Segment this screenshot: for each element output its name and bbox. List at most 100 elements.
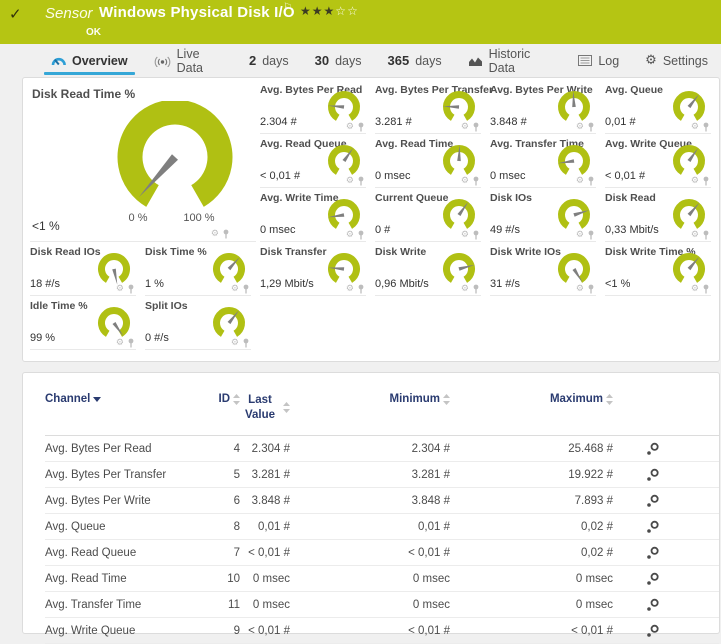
gauge-label: Avg. Queue: [605, 84, 663, 96]
gauge-gear-icon[interactable]: ⚙: [230, 283, 239, 294]
channel-settings-icon[interactable]: [646, 624, 660, 638]
column-header-id[interactable]: ID: [195, 393, 240, 405]
tab-log[interactable]: Log: [565, 44, 632, 77]
gauge-gear-icon[interactable]: ⚙: [345, 229, 354, 240]
gauge-pin-icon[interactable]: [702, 122, 710, 132]
gauge-pin-icon[interactable]: [357, 122, 365, 132]
gauge-dial: [324, 252, 364, 287]
tab-number: 30: [314, 53, 330, 68]
gauge-gear-icon[interactable]: ⚙: [345, 283, 354, 294]
star-empty-icon[interactable]: ☆: [335, 4, 348, 18]
gauge-gear-icon[interactable]: ⚙: [210, 228, 219, 239]
gauge-gear-icon[interactable]: ⚙: [115, 337, 124, 348]
column-header-maximum[interactable]: Maximum: [450, 393, 613, 405]
last-value-cell: 3.281 #: [251, 468, 290, 481]
actions-cell: [613, 494, 693, 508]
gauge-pin-icon[interactable]: [587, 176, 595, 186]
gauge-gear-icon[interactable]: ⚙: [460, 283, 469, 294]
gauge-gear-icon[interactable]: ⚙: [345, 175, 354, 186]
gauge-pin-icon[interactable]: [357, 176, 365, 186]
gauge-gear-icon[interactable]: ⚙: [575, 229, 584, 240]
gauge-pin-icon[interactable]: [702, 176, 710, 186]
priority-stars[interactable]: ★★★☆☆: [300, 4, 359, 18]
gauge-pin-icon[interactable]: [472, 284, 480, 294]
gauge-tile: Avg. Write Queue < 0,01 # ⚙: [605, 137, 711, 188]
star-filled-icon[interactable]: ★: [311, 4, 324, 18]
channel-settings-icon[interactable]: [646, 442, 660, 456]
gauge-pin-icon[interactable]: [357, 230, 365, 240]
column-header-label: Minimum: [389, 393, 440, 405]
tab-historic-data[interactable]: Historic Data: [455, 44, 566, 77]
gauge-value: < 0,01 #: [260, 170, 301, 182]
maximum-cell: < 0,01 #: [571, 624, 613, 637]
star-empty-icon[interactable]: ☆: [347, 4, 359, 18]
column-header-last-value[interactable]: Last Value: [240, 393, 290, 423]
gauge-pin-icon[interactable]: [127, 284, 135, 294]
gauge-gear-icon[interactable]: ⚙: [690, 175, 699, 186]
star-filled-icon[interactable]: ★: [300, 4, 312, 18]
gauge-pin-icon[interactable]: [587, 122, 595, 132]
channel-settings-icon[interactable]: [646, 520, 660, 534]
tab-30-days[interactable]: 30 days: [302, 44, 375, 77]
gauge-pin-icon[interactable]: [357, 284, 365, 294]
id-cell: 9: [233, 624, 240, 637]
gauge-gear-icon[interactable]: ⚙: [115, 283, 124, 294]
gauge-pin-icon[interactable]: [587, 230, 595, 240]
gauge-dial: [669, 252, 709, 287]
gauge-pin-icon[interactable]: [702, 230, 710, 240]
sort-toggle-icon: [233, 393, 240, 405]
pin-icon: [588, 176, 594, 186]
gauge-dial: [554, 144, 594, 179]
channel-settings-icon[interactable]: [646, 494, 660, 508]
gauge-gear-icon[interactable]: ⚙: [460, 229, 469, 240]
gauge-gear-icon[interactable]: ⚙: [460, 175, 469, 186]
column-header-minimum[interactable]: Minimum: [290, 393, 450, 405]
gauge-pin-icon[interactable]: [702, 284, 710, 294]
gauge-pin-icon[interactable]: [242, 338, 250, 348]
tab-overview[interactable]: Overview: [38, 44, 141, 77]
tab-settings[interactable]: ⚙ Settings: [632, 44, 721, 77]
tab-label: Log: [598, 53, 620, 68]
gauge-tile: Disk IOs 49 #/s ⚙: [490, 191, 596, 242]
pin-icon: [358, 122, 364, 132]
gauge-gear-icon[interactable]: ⚙: [575, 121, 584, 132]
pin-icon: [358, 230, 364, 240]
tab-label: days: [415, 53, 442, 68]
tab-365-days[interactable]: 365 days: [375, 44, 455, 77]
gauge-pin-icon[interactable]: [127, 338, 135, 348]
gauge-gear-icon[interactable]: ⚙: [690, 283, 699, 294]
gauge-gear-icon[interactable]: ⚙: [575, 175, 584, 186]
gauge-pin-icon[interactable]: [472, 122, 480, 132]
pin-icon: [588, 284, 594, 294]
gauge-gear-icon[interactable]: ⚙: [460, 121, 469, 132]
gauge-label: Disk Write Time %: [605, 246, 696, 258]
gauge-pin-icon[interactable]: [242, 284, 250, 294]
column-header-channel[interactable]: Channel: [45, 393, 195, 405]
tab-live-data[interactable]: Live Data: [141, 44, 236, 77]
channel-settings-icon[interactable]: [646, 468, 660, 482]
gauge-gear-icon[interactable]: ⚙: [575, 283, 584, 294]
pin-icon: [243, 338, 249, 348]
pin-icon: [473, 284, 479, 294]
gauge-gear-icon[interactable]: ⚙: [345, 121, 354, 132]
sort-toggle-icon: [283, 402, 290, 414]
channel-settings-icon[interactable]: [646, 598, 660, 612]
channel-settings-icon[interactable]: [646, 546, 660, 560]
tab-2-days[interactable]: 2 days: [236, 44, 302, 77]
minimum-cell: < 0,01 #: [408, 546, 450, 559]
gauge-dial: [209, 252, 249, 287]
gauge-gear-icon[interactable]: ⚙: [690, 121, 699, 132]
last-value-cell: 0 msec: [252, 572, 290, 585]
gauge-value: 49 #/s: [490, 224, 520, 236]
gauge-pin-icon[interactable]: [587, 284, 595, 294]
gauge-value: 0,33 Mbit/s: [605, 224, 659, 236]
gauge-pin-icon[interactable]: [472, 230, 480, 240]
gauge-pin-icon[interactable]: [222, 229, 230, 239]
channel-settings-icon[interactable]: [646, 572, 660, 586]
gauge-gear-icon[interactable]: ⚙: [690, 229, 699, 240]
gauge-gear-icon[interactable]: ⚙: [230, 337, 239, 348]
gauge-tile: Disk Write 0,96 Mbit/s ⚙: [375, 245, 481, 296]
gauge-pin-icon[interactable]: [472, 176, 480, 186]
star-filled-icon[interactable]: ★: [323, 4, 336, 18]
flag-icon[interactable]: ⚐: [283, 2, 292, 13]
